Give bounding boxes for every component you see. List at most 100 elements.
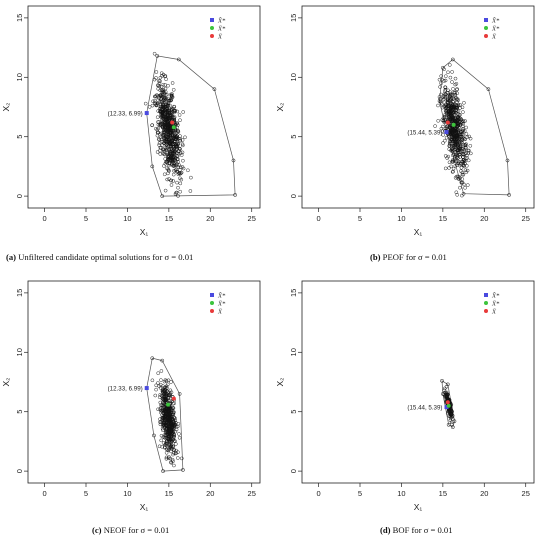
solution-point bbox=[152, 51, 157, 56]
solution-point bbox=[454, 105, 458, 110]
solution-point bbox=[451, 158, 455, 162]
solution-point bbox=[444, 394, 449, 399]
solution-point bbox=[454, 133, 458, 138]
x-axis-label: X₁ bbox=[140, 227, 149, 237]
solution-point bbox=[156, 371, 160, 375]
solution-point bbox=[451, 137, 456, 142]
solution-point bbox=[452, 143, 457, 147]
solution-point bbox=[174, 451, 178, 455]
y-tick-label: 5 bbox=[15, 410, 24, 414]
y-tick-label: 10 bbox=[289, 73, 298, 81]
solution-point bbox=[433, 124, 437, 128]
solution-point bbox=[441, 133, 445, 137]
solution-point bbox=[161, 110, 166, 114]
solution-point bbox=[462, 164, 466, 168]
solution-point bbox=[441, 118, 446, 123]
solution-point bbox=[169, 449, 173, 454]
solution-point bbox=[451, 87, 455, 91]
x-hat-star-marker bbox=[444, 130, 449, 135]
solution-point bbox=[165, 122, 169, 127]
solution-point bbox=[177, 113, 182, 117]
solution-point bbox=[166, 83, 170, 88]
x-bar-marker bbox=[170, 120, 175, 125]
solution-point bbox=[159, 146, 163, 150]
hull-vertex-point bbox=[160, 358, 165, 363]
solution-point bbox=[444, 135, 449, 140]
solution-point bbox=[463, 168, 468, 172]
x-tick-label: 15 bbox=[165, 489, 173, 498]
solution-point bbox=[181, 110, 185, 114]
solution-point bbox=[163, 412, 168, 416]
solution-point bbox=[446, 133, 451, 138]
solution-point bbox=[463, 186, 467, 190]
solution-point bbox=[459, 134, 464, 138]
solution-point bbox=[166, 456, 171, 461]
solution-point bbox=[172, 155, 177, 159]
solution-point bbox=[175, 143, 180, 148]
legend-swatch bbox=[484, 309, 488, 313]
solution-point bbox=[438, 97, 442, 101]
solution-point bbox=[459, 139, 463, 144]
solution-point bbox=[466, 158, 471, 163]
solution-point bbox=[164, 451, 169, 455]
solution-point bbox=[455, 193, 459, 197]
solution-point bbox=[458, 106, 462, 110]
solution-point bbox=[160, 91, 165, 95]
solution-point bbox=[157, 444, 162, 449]
solution-point bbox=[163, 188, 168, 193]
legend-swatch bbox=[210, 293, 214, 297]
solution-point bbox=[164, 420, 169, 425]
solution-point bbox=[158, 420, 162, 424]
solution-point bbox=[463, 143, 468, 148]
solution-point bbox=[459, 149, 464, 153]
solution-point bbox=[450, 93, 454, 97]
solution-point bbox=[164, 77, 168, 81]
solution-point bbox=[170, 143, 175, 147]
solution-point bbox=[163, 445, 167, 449]
solution-point bbox=[154, 76, 158, 80]
hull-vertex-point bbox=[486, 87, 491, 92]
x-bar-star-marker bbox=[166, 402, 171, 407]
x-tick-label: 10 bbox=[397, 489, 405, 498]
y-tick-label: 10 bbox=[15, 348, 24, 356]
solution-point bbox=[455, 87, 459, 91]
solution-point bbox=[158, 407, 162, 411]
solution-point bbox=[159, 135, 163, 140]
solution-point bbox=[153, 393, 158, 398]
solution-point bbox=[156, 109, 160, 113]
solution-point bbox=[446, 104, 450, 108]
solution-point bbox=[170, 107, 174, 111]
solution-point bbox=[447, 160, 452, 165]
solution-point bbox=[169, 129, 174, 133]
solution-point bbox=[457, 140, 462, 145]
solution-point bbox=[463, 143, 467, 147]
solution-point bbox=[163, 398, 167, 402]
solution-point bbox=[446, 112, 451, 117]
solution-point bbox=[164, 102, 169, 106]
legend-label: X̄ bbox=[491, 309, 497, 316]
solution-point bbox=[438, 85, 442, 89]
solution-point bbox=[459, 166, 464, 170]
x-tick-label: 5 bbox=[84, 214, 88, 223]
x-tick-label: 5 bbox=[358, 214, 362, 223]
solution-point bbox=[166, 382, 170, 387]
solution-point bbox=[181, 158, 185, 163]
solution-point bbox=[173, 129, 178, 133]
solution-point bbox=[168, 399, 173, 403]
x-tick-label: 15 bbox=[439, 489, 447, 498]
solution-point bbox=[156, 381, 160, 385]
y-tick-label: 10 bbox=[289, 348, 298, 356]
solution-point bbox=[164, 97, 169, 102]
solution-point bbox=[178, 189, 182, 194]
solution-point bbox=[443, 118, 448, 122]
solution-point bbox=[171, 160, 175, 164]
solution-point bbox=[143, 101, 148, 106]
solution-point bbox=[158, 152, 163, 156]
solution-point bbox=[450, 160, 454, 164]
legend-label: X̂* bbox=[217, 17, 226, 24]
solution-point bbox=[445, 124, 449, 129]
solution-point bbox=[164, 439, 169, 444]
solution-point bbox=[153, 94, 157, 99]
solution-point bbox=[162, 164, 166, 168]
x-bar-marker bbox=[445, 400, 450, 405]
